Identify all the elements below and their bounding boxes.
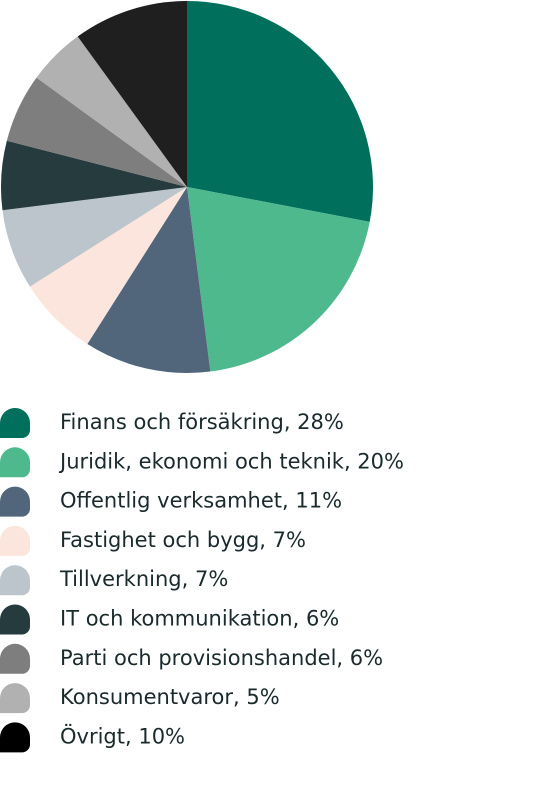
legend-swatch <box>0 408 30 438</box>
pie-slice <box>77 1 187 187</box>
pie-slice <box>187 187 370 372</box>
pie-slice <box>0 140 187 211</box>
legend-swatch <box>0 604 30 635</box>
legend-label: IT och kommunikation, 6% <box>60 607 339 631</box>
legend-swatch <box>0 565 30 596</box>
pie-slice <box>6 77 187 187</box>
legend-label: Offentlig verksamhet, 11% <box>60 489 342 513</box>
legend-swatch <box>0 486 30 517</box>
legend-swatch <box>0 525 30 556</box>
legend-label: Övrigt, 10% <box>60 723 185 748</box>
legend-swatch <box>0 447 30 478</box>
pie-slice <box>187 1 373 222</box>
legend-swatch <box>0 722 30 753</box>
pie-slice <box>87 187 211 373</box>
legend-label: Tillverkning, 7% <box>59 567 228 591</box>
legend-label: Konsumentvaror, 5% <box>60 685 280 709</box>
legend-label: Juridik, ekonomi och teknik, 20% <box>58 449 404 473</box>
pie-slice <box>36 36 187 187</box>
pie-slice <box>2 187 188 287</box>
legend-label: Parti och provisionshandel, 6% <box>60 646 383 670</box>
pie-slice <box>29 187 188 345</box>
legend-swatch <box>0 683 30 714</box>
legend-label: Fastighet och bygg, 7% <box>60 528 306 552</box>
legend-label: Finans och försäkring, 28% <box>60 410 344 434</box>
legend-swatch <box>0 643 30 674</box>
